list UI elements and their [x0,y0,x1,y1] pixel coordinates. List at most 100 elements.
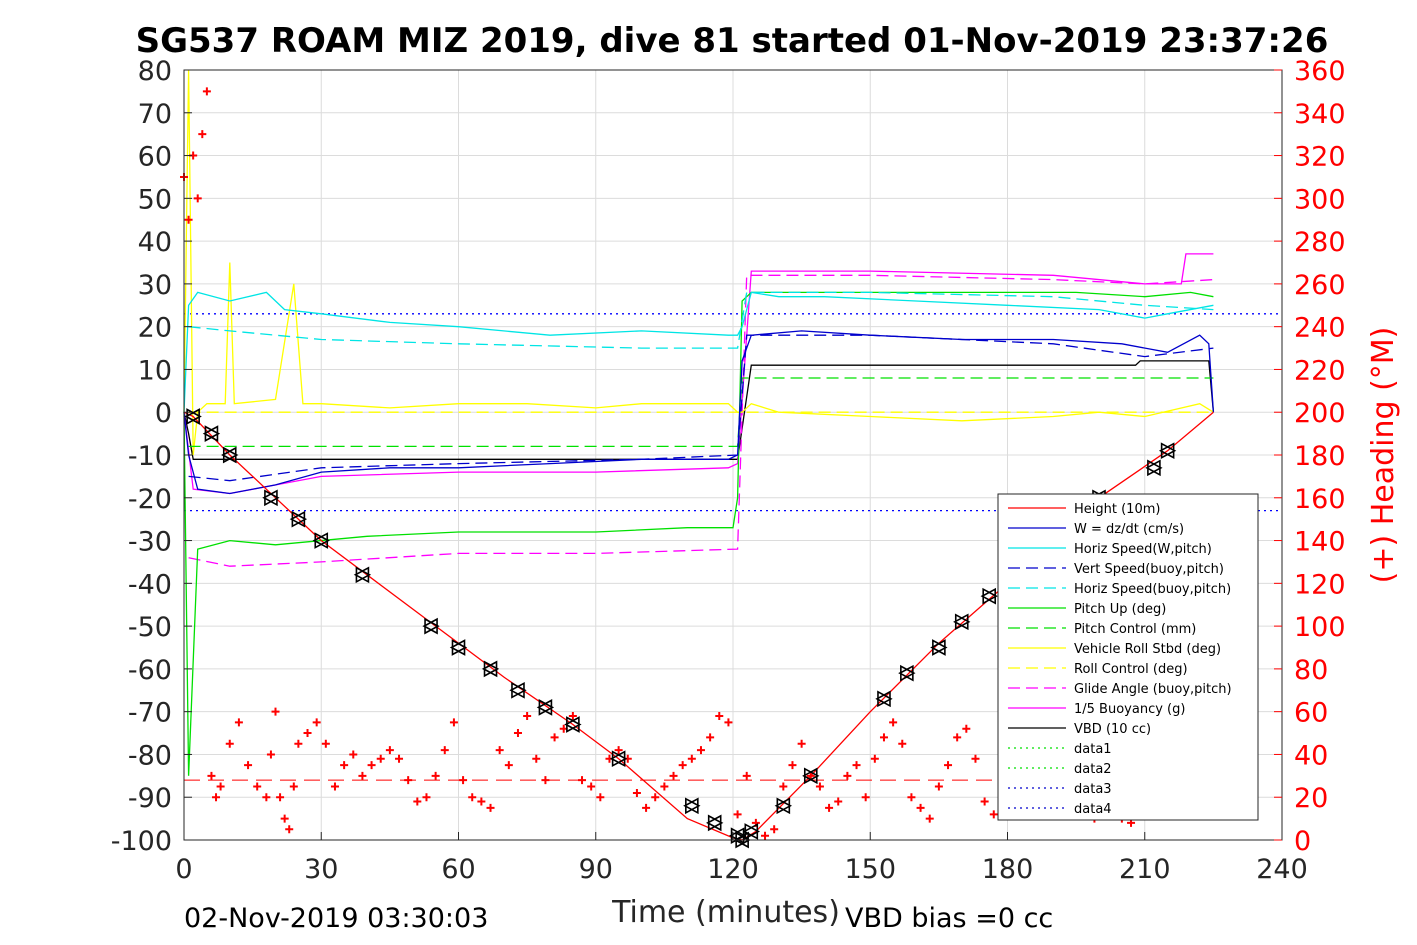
heading-point [312,718,321,727]
heading-point [962,724,971,733]
heading-point [340,761,349,770]
y-tick-label-left: 40 [138,227,172,258]
heading-point [980,797,989,806]
height-marker-left [930,639,946,656]
height-marker-left [202,425,219,442]
heading-point [193,194,202,203]
height-marker-left [1145,459,1161,477]
height-marker-left [449,639,466,656]
heading-point [486,803,495,812]
y-tick-label-right: 360 [1294,56,1346,87]
y-tick-label-left: 50 [138,184,172,215]
height-marker-left [184,408,200,425]
heading-point [280,814,289,823]
footer-timestamp: 02-Nov-2019 03:30:03 [184,903,488,934]
legend-entry: Horiz Speed(W,pitch) [1074,542,1212,557]
y-axis-left: 80 70 60 50 40 30 20 10 0 -10 -20 -30 -40 -50 -60 -70 -8… [111,56,192,857]
x-tick-label: 180 [982,854,1034,885]
heading-point [642,803,651,812]
heading-point [523,711,532,720]
height-marker-left [509,681,525,699]
heading-point [198,130,207,139]
series-horiz_w [183,291,1214,413]
y-tick-label-right: 20 [1294,783,1328,814]
heading-point [669,771,678,780]
heading-point [779,782,788,791]
heading-point [385,746,394,755]
heading-point [934,782,943,791]
heading-point [550,733,559,742]
heading-point [889,718,898,727]
heading-point [907,793,916,802]
heading-point [870,754,879,763]
legend-entry: Vehicle Roll Stbd (deg) [1074,642,1221,657]
heading-point [715,711,724,720]
y-tick-label-right: 240 [1294,313,1346,344]
heading-point [253,782,262,791]
legend-entry: Roll Control (deg) [1074,662,1188,677]
heading-point [449,718,458,727]
y-tick-label-right: 340 [1294,99,1346,130]
heading-point [815,782,824,791]
chart-title: SG537 ROAM MIZ 2019, dive 81 started 01-… [136,21,1329,61]
y-tick-label-left: -100 [111,826,172,857]
height-marker-left [898,664,914,682]
y-tick-label-right: 80 [1294,655,1328,686]
heading-point [596,793,605,802]
legend-entry: Vert Speed(buoy,pitch) [1074,562,1224,577]
heading-point [614,746,623,755]
y-tick-label-left: 10 [138,355,172,386]
heading-point [632,788,641,797]
heading-point [358,771,367,780]
legend-entry: W = dz/dt (cm/s) [1074,522,1184,537]
y-tick-label-left: -80 [128,740,172,771]
y-tick-label-left: 60 [138,142,172,173]
heading-point [788,761,797,770]
heading-point [651,793,660,802]
heading-point [367,761,376,770]
heading-point [216,782,225,791]
y-tick-label-left: -60 [128,655,172,686]
heading-point [706,733,715,742]
y-tick-label-left: 0 [155,398,172,429]
y-tick-label-left: -10 [128,441,172,472]
height-marker-left [289,510,306,528]
series-roll [183,69,1214,456]
y-tick-label-right: 260 [1294,270,1346,301]
series-pitch [183,291,1214,776]
heading-point [266,750,275,759]
y-tick-label-right: 140 [1294,527,1346,558]
heading-point [861,793,870,802]
heading-point [742,771,751,780]
y-tick-label-left: 30 [138,270,172,301]
height-marker-left [312,532,329,549]
heading-point [395,754,404,763]
heading-point [244,761,253,770]
height-marker-left [1158,442,1175,460]
heading-point [797,739,806,748]
y-tick-label-left: -70 [128,698,172,729]
heading-point [852,761,861,770]
y-tick-label-right: 40 [1294,740,1328,771]
y-tick-label-right: 180 [1294,441,1346,472]
heading-point [953,733,962,742]
heading-point [431,771,440,780]
height-marker-left [875,690,891,708]
y-tick-label-left: 70 [138,99,172,130]
height-marker-left [221,446,237,464]
heading-point [271,707,280,716]
heading-point [696,746,705,755]
y-tick-label-right: 120 [1294,569,1346,600]
y-tick-label-left: -90 [128,783,172,814]
y-tick-label-left: -20 [128,484,172,515]
heading-point [234,718,243,727]
legend-entry: Height (10m) [1074,502,1160,517]
series-glide [188,274,1214,567]
y-tick-label-left: -40 [128,569,172,600]
heading-point [349,750,358,759]
heading-point [262,793,271,802]
heading-point [806,771,815,780]
y-tick-label-right: 160 [1294,484,1346,515]
height-marker-left [536,699,553,716]
heading-point [513,729,522,738]
